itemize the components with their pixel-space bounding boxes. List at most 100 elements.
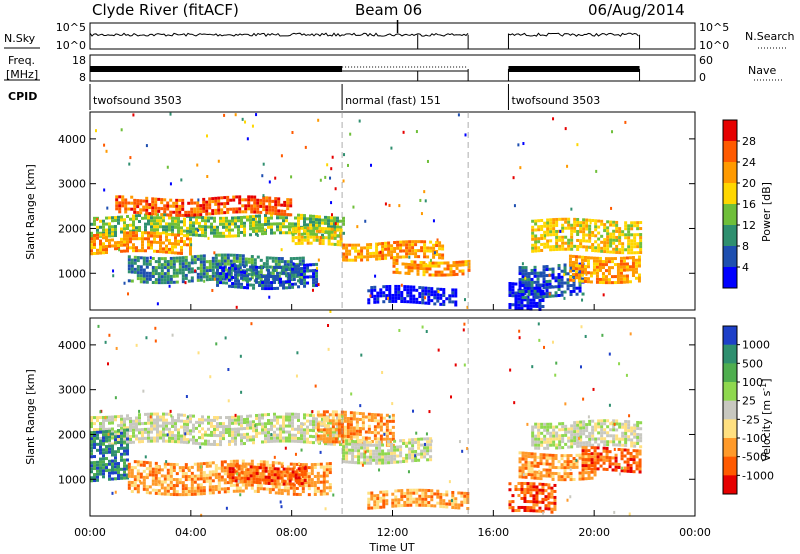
scatter-pixel — [522, 473, 525, 477]
scatter-pixel — [203, 279, 206, 283]
scatter-pixel — [261, 174, 264, 178]
scatter-pixel — [154, 339, 157, 343]
scatter-pixel — [331, 155, 334, 159]
scatter-pixel — [463, 363, 466, 367]
scatter-pixel — [433, 251, 436, 255]
scatter-pixel — [428, 410, 431, 414]
scatter-pixel — [149, 415, 152, 419]
colorbar-swatch-2 — [723, 363, 737, 383]
scatter-pixel — [342, 179, 345, 183]
scatter-pixel — [142, 389, 145, 393]
scatter-pixel — [114, 490, 117, 494]
heatmap-band-4 — [216, 262, 319, 291]
scatter-pixel — [584, 334, 587, 338]
scatter-pixel — [317, 283, 320, 287]
colorbar-swatch-6 — [723, 438, 737, 458]
colorbar-swatch-3 — [723, 183, 737, 205]
scatter-pixel — [521, 262, 524, 266]
scatter-pixel — [576, 143, 579, 147]
scatter-pixel — [314, 384, 317, 388]
nsearch-tick-top: 10^5 — [699, 21, 729, 34]
cpid-mode-1: normal (fast) 151 — [345, 94, 441, 107]
scatter-pixel — [326, 163, 329, 167]
scatter-pixel — [522, 142, 525, 146]
scatter-pixel — [270, 433, 273, 437]
scatter-pixel — [547, 473, 550, 477]
colorbar-tick-6: 4 — [742, 261, 749, 274]
scatter-pixel — [466, 447, 469, 451]
freq-unit-label: [MHz] — [6, 68, 38, 81]
scatter-pixel — [123, 281, 126, 285]
scatter-pixel — [563, 273, 566, 277]
scatter-pixel — [97, 324, 100, 328]
scatter-pixel — [569, 495, 572, 499]
scatter-pixel — [157, 465, 160, 469]
scatter-pixel — [579, 281, 582, 285]
scatter-pixel — [280, 248, 283, 252]
date-title: 06/Aug/2014 — [588, 1, 685, 19]
scatter-pixel — [94, 129, 97, 133]
scatter-pixel — [400, 283, 403, 287]
colorbar-swatch-2 — [723, 162, 737, 184]
scatter-pixel — [317, 258, 320, 262]
scatter-pixel — [330, 213, 333, 217]
scatter-pixel — [300, 448, 303, 452]
freq-label: Freq. — [8, 54, 35, 67]
ytick-label: 2000 — [58, 428, 86, 441]
scatter-pixel — [531, 365, 534, 369]
scatter-pixel — [217, 159, 220, 163]
scatter-pixel — [437, 348, 440, 352]
scatter-pixel — [317, 118, 320, 122]
scatter-pixel — [260, 265, 263, 269]
scatter-pixel — [262, 162, 265, 166]
scatter-pixel — [454, 363, 457, 367]
heatmap-band-3 — [228, 464, 307, 486]
scatter-pixel — [135, 343, 138, 347]
scatter-pixel — [426, 159, 429, 163]
scatter-pixel — [359, 404, 362, 408]
scatter-pixel — [543, 345, 546, 349]
scatter-pixel — [251, 124, 254, 128]
scatter-pixel — [180, 178, 183, 182]
scatter-pixel — [311, 288, 314, 292]
scatter-pixel — [343, 153, 346, 157]
scatter-pixel — [554, 373, 557, 377]
scatter-pixel — [618, 472, 621, 476]
freq-tick-bottom: 8 — [79, 71, 86, 84]
scatter-pixel — [551, 340, 554, 344]
scatter-pixel — [463, 322, 466, 326]
scatter-pixel — [144, 455, 147, 459]
nsky-trace — [89, 20, 641, 49]
nsky-segment-0 — [89, 31, 469, 49]
scatter-pixel — [519, 166, 522, 170]
heatmap-band-1 — [90, 428, 129, 483]
scatter-pixel — [184, 281, 187, 285]
scatter-pixel — [341, 415, 344, 419]
freq-trace — [89, 66, 641, 81]
scatter-pixel — [381, 370, 384, 374]
scatter-pixel — [420, 212, 423, 216]
scatter-pixel — [224, 336, 227, 340]
scatter-pixel — [608, 352, 611, 356]
time-tick-0: 00:00 — [74, 526, 106, 539]
scatter-pixel — [112, 269, 115, 273]
scatter-pixel — [384, 202, 387, 206]
ytick-label: 3000 — [58, 384, 86, 397]
freq-band-1 — [508, 66, 640, 72]
scatter-pixel — [437, 290, 440, 294]
scatter-pixel — [213, 277, 216, 281]
scatter-pixel — [518, 336, 521, 340]
nsky-label: N.Sky — [4, 32, 36, 45]
scatter-pixel — [450, 499, 453, 503]
scatter-pixel — [608, 403, 611, 407]
scatter-pixel — [346, 163, 349, 167]
scatter-pixel — [234, 413, 237, 417]
freq-tick-top: 18 — [72, 54, 86, 67]
scatter-pixel — [564, 402, 567, 406]
cpid-mode-2: twofsound 3503 — [511, 94, 600, 107]
scatter-pixel — [526, 422, 529, 426]
scatter-pixel — [194, 269, 197, 273]
scatter-pixel — [547, 497, 550, 501]
scatter-pixel — [601, 333, 604, 337]
